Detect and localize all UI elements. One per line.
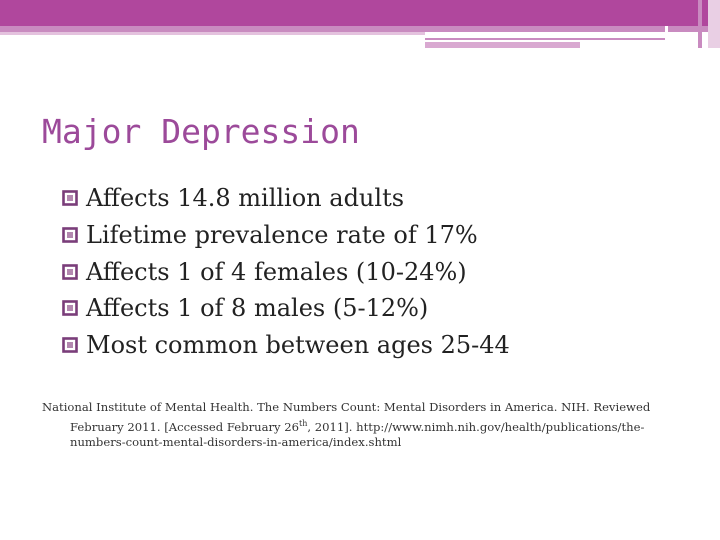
bullet-text: Affects 14.8 million adults [86,184,405,212]
hollow-square-bullet-icon [62,300,78,317]
bullet-list: Affects 14.8 million adults Lifetime pre… [62,180,510,364]
list-item: Affects 1 of 8 males (5-12%) [62,290,510,327]
list-item: Affects 1 of 4 females (10-24%) [62,254,510,291]
reference-line-1: National Institute of Mental Health. The… [42,400,651,414]
header-band [0,0,720,26]
bullet-text: Affects 1 of 4 females (10-24%) [86,257,467,286]
list-item: Most common between ages 25-44 [62,327,510,364]
slide-title: Major Depression [42,112,360,151]
list-item: Lifetime prevalence rate of 17% [62,217,510,254]
hollow-square-bullet-icon [62,226,78,243]
reference-url-start: , 2011]. http://www.nimh.nih.gov/health/… [307,419,645,434]
reference-line-2: February 2011. [Accessed February 26th, … [42,416,652,435]
reference-line-3: numbers-count-mental-disorders-in-americ… [70,434,402,449]
reference-superscript: th [299,418,308,428]
reference-citation: National Institute of Mental Health. The… [42,400,652,450]
header-stripes [0,0,720,48]
reference-date-text: February 2011. [Accessed February 26 [70,419,300,434]
hollow-square-bullet-icon [62,190,78,206]
bullet-text: Most common between ages 25-44 [86,331,510,360]
bullet-text: Lifetime prevalence rate of 17% [86,220,478,249]
bullet-text: Affects 1 of 8 males (5-12%) [86,294,429,323]
hollow-square-bullet-icon [62,263,78,280]
hollow-square-bullet-icon [62,337,78,353]
list-item: Affects 14.8 million adults [62,180,510,217]
